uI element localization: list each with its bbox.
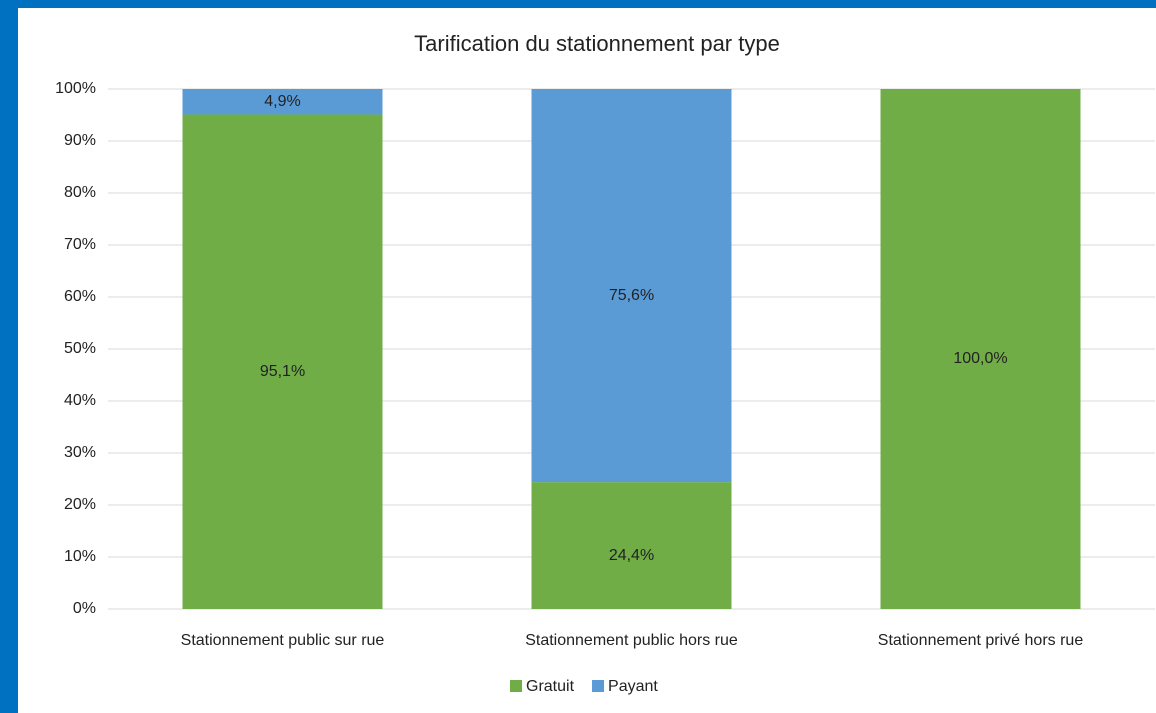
y-tick-label: 60% — [64, 288, 96, 305]
bar-segment — [182, 114, 383, 609]
y-tick-label: 20% — [64, 496, 96, 513]
data-label: 75,6% — [609, 287, 654, 304]
legend-swatch — [592, 680, 605, 692]
y-tick-label: 50% — [64, 340, 96, 357]
y-tick-label: 0% — [73, 600, 96, 617]
y-tick-label: 100% — [55, 80, 96, 97]
data-label: 24,4% — [609, 547, 654, 564]
y-tick-label: 70% — [64, 236, 96, 253]
legend-label: Gratuit — [526, 678, 575, 695]
legend-swatch — [510, 680, 522, 692]
bar-segment — [531, 482, 732, 609]
bar-segment — [182, 89, 383, 115]
x-tick-label: Stationnement public hors rue — [525, 632, 738, 649]
legend-label: Payant — [608, 678, 658, 695]
data-label: 4,9% — [264, 93, 300, 110]
data-label: 100,0% — [953, 350, 1007, 367]
y-tick-label: 40% — [64, 392, 96, 409]
x-tick-label: Stationnement public sur rue — [181, 632, 385, 649]
y-tick-label: 80% — [64, 184, 96, 201]
y-tick-label: 10% — [64, 548, 96, 565]
bar-segment — [531, 89, 732, 483]
chart-title: Tarification du stationnement par type — [414, 31, 780, 56]
y-tick-label: 30% — [64, 444, 96, 461]
x-tick-label: Stationnement privé hors rue — [878, 632, 1084, 649]
y-tick-label: 90% — [64, 132, 96, 149]
chart: Tarification du stationnement par type 0… — [18, 8, 1156, 713]
bar-segment — [880, 89, 1081, 609]
data-label: 95,1% — [260, 363, 305, 380]
